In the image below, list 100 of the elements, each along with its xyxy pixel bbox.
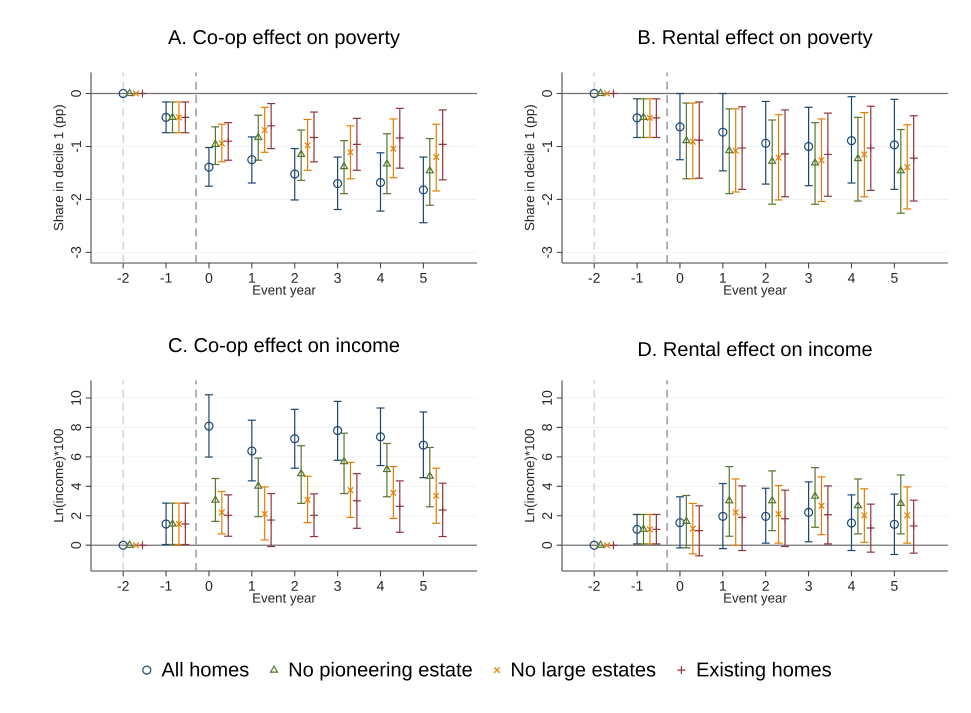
point: [632, 113, 642, 122]
point: [604, 90, 610, 97]
y-tick-label: 6: [542, 454, 552, 460]
point: [896, 166, 905, 174]
point: [126, 88, 134, 96]
point: [732, 147, 740, 154]
x-tick-label: 0: [206, 273, 212, 283]
point: [818, 502, 825, 510]
point: [333, 178, 342, 188]
point: [860, 512, 868, 519]
point: [652, 524, 661, 534]
point: [689, 138, 696, 146]
x-tick-label: -2: [588, 581, 600, 591]
point: [297, 469, 306, 476]
point: [180, 519, 190, 529]
point: [890, 520, 899, 529]
point: [694, 526, 704, 536]
x-tick-label: 4: [376, 273, 384, 283]
y-axis-title: Ln(income)*100: [53, 429, 66, 522]
point: [180, 112, 190, 122]
point: [224, 510, 233, 520]
point: [247, 446, 256, 456]
point: [340, 162, 348, 170]
x-tick-label: -2: [588, 273, 600, 283]
y-tick-label: -3: [542, 246, 552, 258]
y-tick-label: 10: [71, 390, 81, 405]
point: [266, 121, 276, 130]
point: [261, 126, 268, 134]
x-tick-label: -2: [118, 581, 129, 591]
point: [211, 140, 220, 147]
point: [126, 540, 134, 548]
point: [347, 486, 354, 494]
legend-label: No pioneering estate: [290, 662, 472, 681]
point: [290, 434, 300, 444]
chart-title: C. Co-op effect on income: [169, 338, 400, 356]
chart-title: A. Co-op effect on poverty: [168, 30, 400, 48]
y-axis-title: Share in decile 1 (pp): [53, 105, 66, 230]
chart-title: B. Rental effect on poverty: [638, 30, 873, 48]
point: [854, 154, 862, 162]
point: [161, 519, 171, 529]
x-tick-label: 1: [720, 273, 726, 283]
point: [682, 136, 690, 144]
x-tick-label: -2: [118, 273, 129, 283]
y-tick-label: 6: [71, 454, 81, 460]
point: [860, 150, 868, 158]
point: [694, 136, 704, 145]
point: [176, 520, 182, 528]
x-axis-title: Event year: [724, 593, 787, 606]
point: [266, 515, 276, 525]
point: [761, 138, 770, 148]
point: [138, 540, 148, 550]
x-axis-title: Event year: [253, 593, 316, 606]
point: [382, 464, 391, 472]
x-tick-label: 4: [848, 581, 855, 591]
x-tick-label: 3: [334, 273, 341, 283]
y-tick-label: -1: [71, 140, 81, 152]
point: [138, 88, 148, 98]
point: [590, 88, 599, 98]
point: [390, 145, 397, 152]
point: [297, 150, 306, 158]
point: [218, 140, 226, 147]
point: [768, 156, 776, 164]
point: [725, 146, 734, 154]
point: [775, 510, 782, 518]
point: [775, 154, 782, 162]
point: [846, 136, 856, 146]
point: [376, 178, 386, 188]
x-tick-label: 4: [848, 273, 855, 283]
point: [810, 492, 820, 499]
point: [846, 518, 856, 528]
point: [176, 114, 182, 121]
point: [204, 162, 214, 172]
point: [596, 540, 605, 548]
point: [132, 90, 140, 97]
x-tick-label: 4: [376, 581, 384, 591]
y-tick-label: 2: [71, 512, 81, 519]
point: [675, 518, 685, 528]
point: [390, 489, 397, 496]
x-tick-label: 3: [805, 581, 812, 591]
point: [118, 88, 128, 98]
point: [738, 143, 747, 153]
point: [682, 516, 690, 524]
x-tick-label: 3: [334, 581, 341, 591]
point: [761, 512, 770, 521]
point: [290, 169, 300, 179]
point: [738, 512, 747, 522]
point: [426, 166, 434, 174]
x-tick-label: 3: [805, 273, 812, 283]
point: [718, 512, 728, 521]
point: [161, 112, 171, 122]
y-tick-label: -3: [71, 246, 81, 258]
y-tick-label: 4: [71, 482, 81, 490]
point: [395, 502, 404, 511]
point: [304, 142, 312, 149]
point: [224, 136, 233, 146]
point: [432, 154, 440, 160]
point: [646, 114, 654, 122]
x-tick-label: 1: [720, 581, 726, 591]
point: [890, 140, 899, 150]
point: [168, 112, 177, 120]
